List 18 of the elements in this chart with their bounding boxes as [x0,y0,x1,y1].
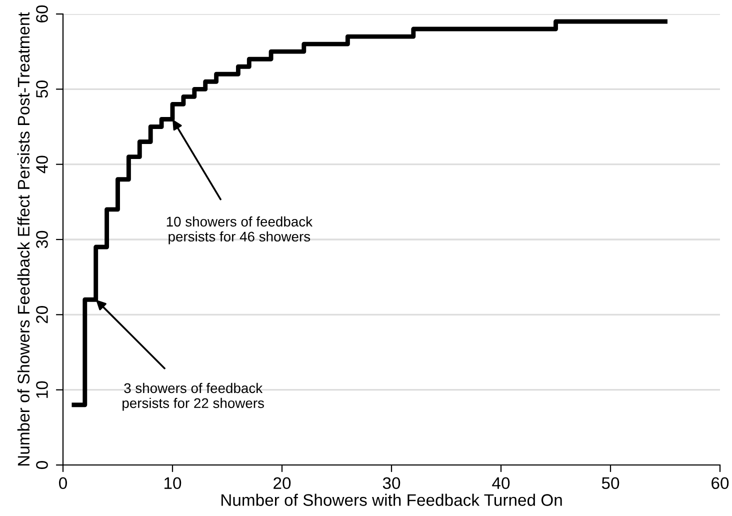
y-tick-label: 30 [36,230,48,248]
x-tick-label: 0 [59,477,67,490]
y-tick-label: 40 [36,156,48,174]
y-tick-label: 60 [36,5,48,22]
x-axis-title: Number of Showers with Feedback Turned On [222,494,562,506]
x-tick-label: 20 [274,477,291,490]
annotation: 3 showers of feedback persists for 22 showers [122,382,264,411]
x-tick-label: 10 [164,477,182,490]
x-tick-label: 40 [492,477,510,490]
y-tick-label: 50 [36,80,48,98]
y-tick-label: 20 [36,306,48,324]
x-tick-label: 30 [382,477,400,490]
y-tick-label: 0 [36,461,48,469]
annotation: 10 showers of feedback persists for 46 showers [166,216,313,244]
y-tick-label: 10 [36,381,48,398]
x-tick-label: 50 [602,477,620,490]
x-tick-label: 60 [712,477,729,490]
y-axis-title: Number of Showers Feedback Effect Persists Post-Treatment [17,12,30,466]
